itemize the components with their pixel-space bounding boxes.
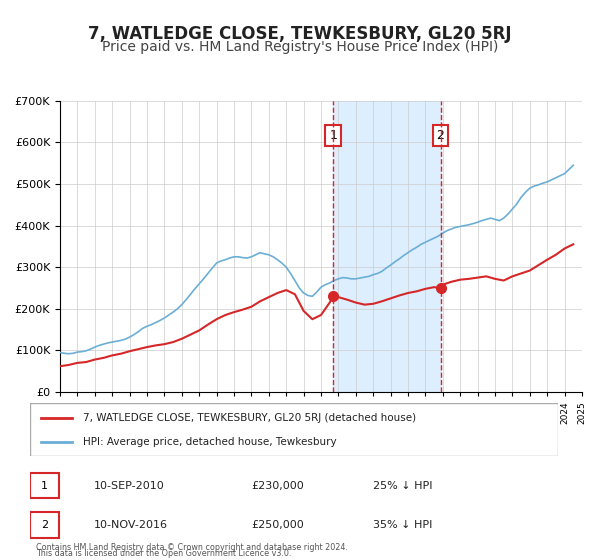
Text: 25% ↓ HPI: 25% ↓ HPI — [373, 481, 433, 491]
Text: Contains HM Land Registry data © Crown copyright and database right 2024.: Contains HM Land Registry data © Crown c… — [36, 543, 348, 552]
FancyBboxPatch shape — [30, 512, 59, 538]
Text: 7, WATLEDGE CLOSE, TEWKESBURY, GL20 5RJ (detached house): 7, WATLEDGE CLOSE, TEWKESBURY, GL20 5RJ … — [83, 413, 416, 423]
Text: This data is licensed under the Open Government Licence v3.0.: This data is licensed under the Open Gov… — [36, 549, 292, 558]
Text: £230,000: £230,000 — [252, 481, 305, 491]
FancyBboxPatch shape — [30, 403, 558, 456]
FancyBboxPatch shape — [30, 473, 59, 498]
Text: 7, WATLEDGE CLOSE, TEWKESBURY, GL20 5RJ: 7, WATLEDGE CLOSE, TEWKESBURY, GL20 5RJ — [88, 25, 512, 43]
Text: 2: 2 — [437, 129, 445, 142]
Text: Price paid vs. HM Land Registry's House Price Index (HPI): Price paid vs. HM Land Registry's House … — [102, 40, 498, 54]
Text: 1: 1 — [41, 481, 48, 491]
Text: HPI: Average price, detached house, Tewkesbury: HPI: Average price, detached house, Tewk… — [83, 436, 337, 446]
Bar — [333, 101, 440, 392]
Text: 35% ↓ HPI: 35% ↓ HPI — [373, 520, 433, 530]
Text: 10-NOV-2016: 10-NOV-2016 — [94, 520, 167, 530]
Text: £250,000: £250,000 — [252, 520, 305, 530]
Text: 10-SEP-2010: 10-SEP-2010 — [94, 481, 164, 491]
Text: 1: 1 — [329, 129, 337, 142]
Text: 2: 2 — [41, 520, 48, 530]
